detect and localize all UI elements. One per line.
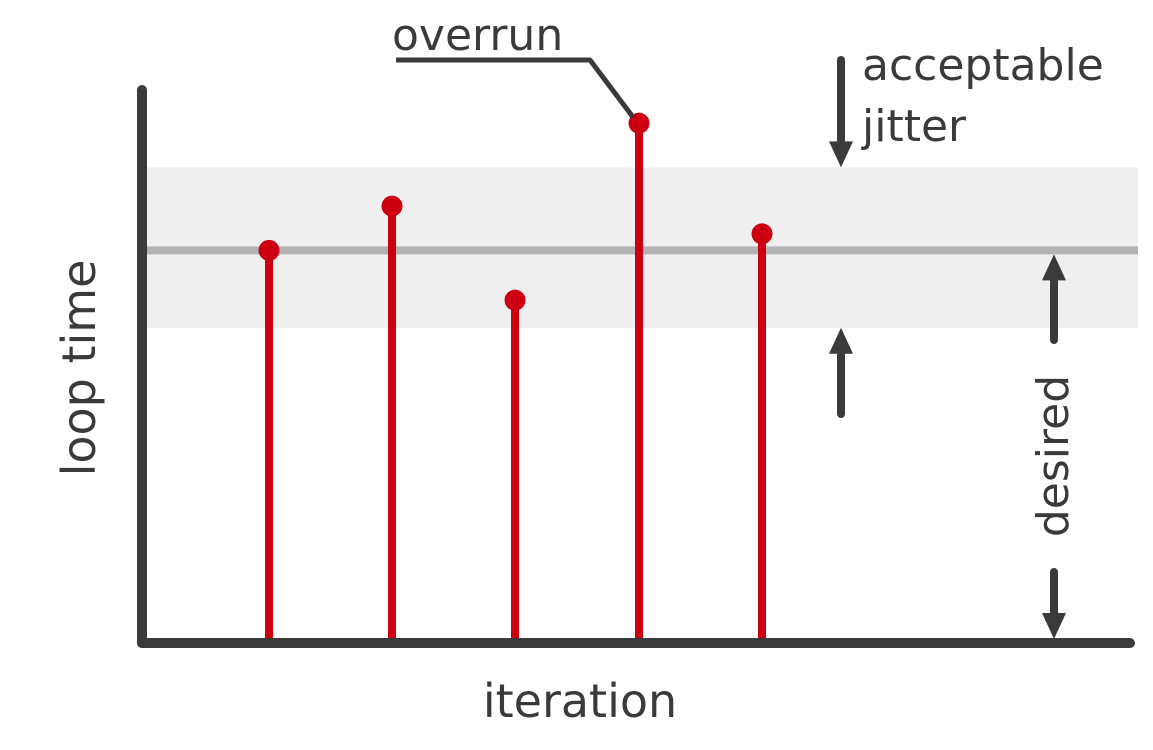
stem-point: [751, 223, 773, 245]
stem-series: [258, 112, 773, 643]
jitter-top-arrow: [829, 56, 853, 168]
stem-point: [504, 289, 526, 311]
jitter-annotation: jitter: [861, 101, 967, 152]
stem-point: [258, 239, 280, 261]
desired-arrows: [1042, 254, 1066, 639]
desired-bottom-arrow: [1042, 568, 1066, 639]
stem-point: [628, 112, 650, 134]
overrun-annotation: overrun: [392, 10, 563, 61]
desired-annotation: desired: [1028, 375, 1079, 537]
y-axis-label: loop time: [52, 260, 106, 477]
jitter-arrows: [829, 56, 853, 418]
acceptable-annotation: acceptable: [862, 40, 1104, 91]
desired-top-arrow: [1042, 254, 1066, 344]
x-axis-label: iteration: [483, 674, 677, 728]
overrun-leader-line: [396, 57, 635, 119]
stem-point: [381, 195, 403, 217]
jitter-bottom-arrow: [829, 327, 853, 418]
